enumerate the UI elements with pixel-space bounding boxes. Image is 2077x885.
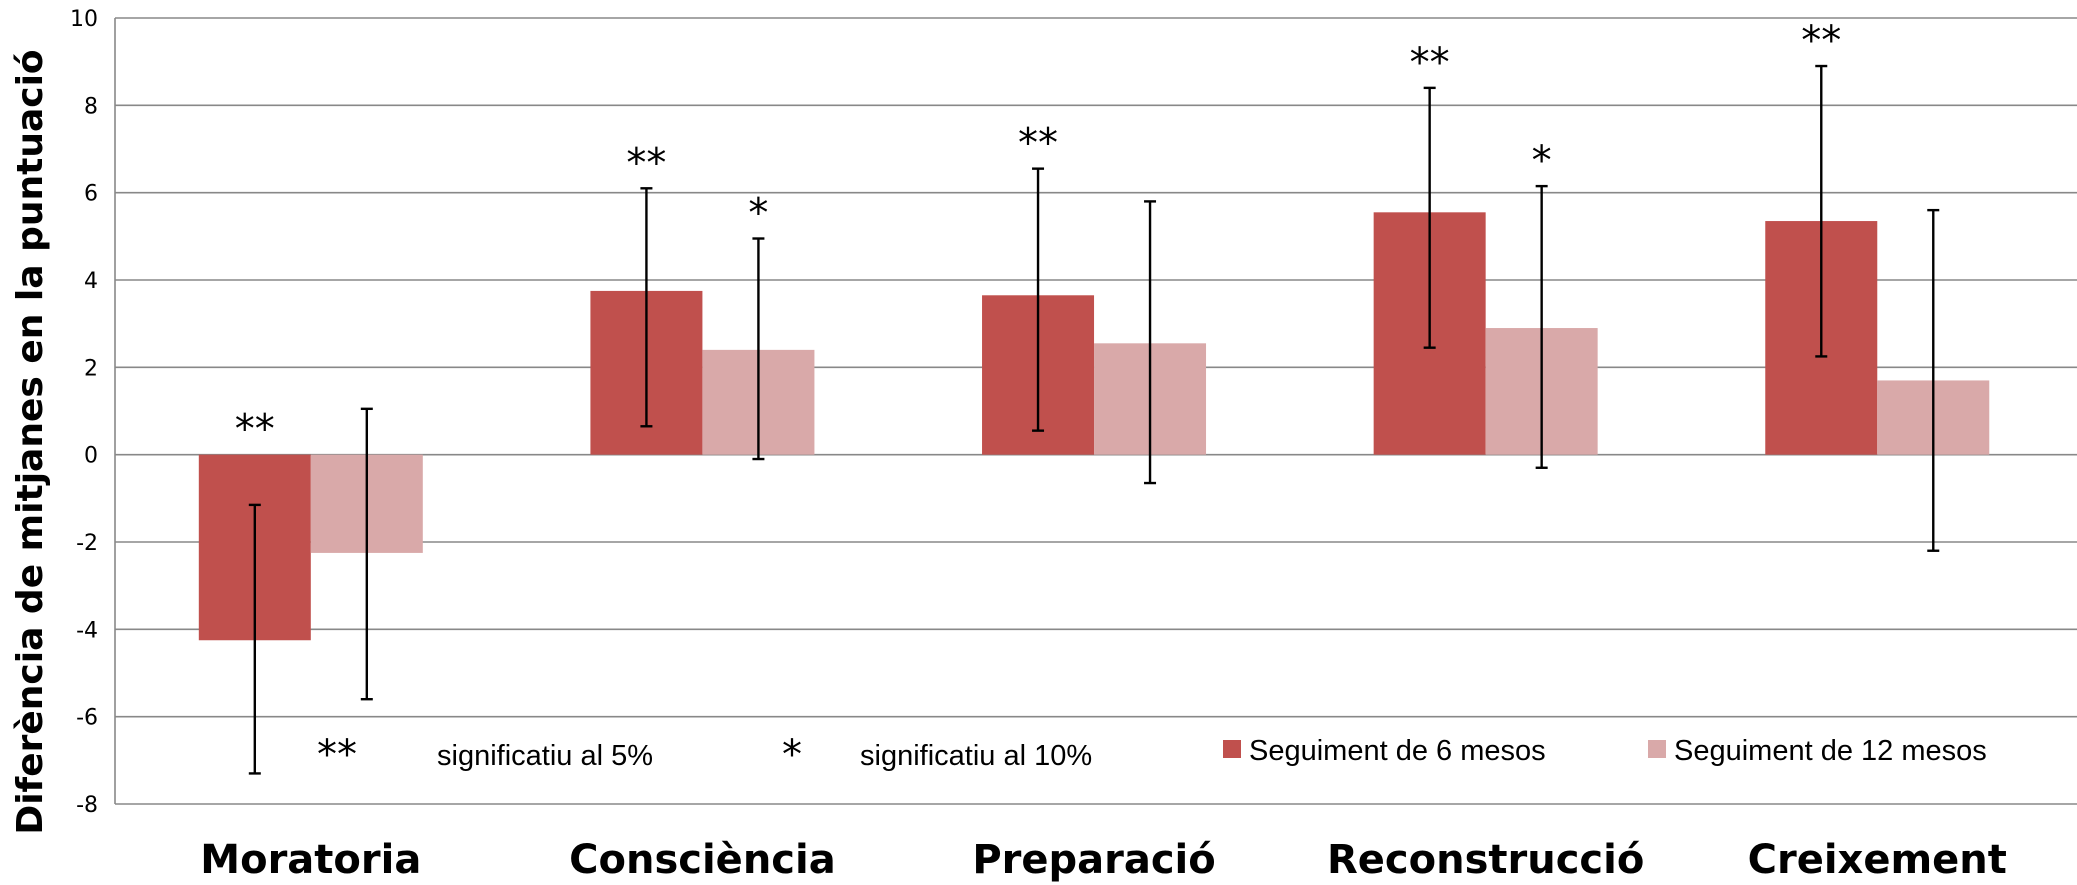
legend-swatch [1223,740,1241,758]
y-axis-ticks: -8 -6 -4 -2 0 2 4 6 8 10 [70,7,98,818]
significance-symbol: * [782,732,802,778]
y-tick-label: -2 [76,531,98,556]
category-label: Moratoria [200,837,421,883]
legend-swatch [1648,740,1666,758]
y-tick-label: 2 [84,356,98,381]
category-label: Creixement [1748,837,2007,883]
y-tick-label: -6 [76,706,98,731]
significance-legend: ** significatiu al 5% * significatiu al 10% [317,732,1092,778]
significance-marker: ** [1801,18,1841,64]
significance-marker: * [1532,138,1552,184]
category-label: Consciència [569,837,836,883]
y-axis-label: Diferència de mitjanes en la puntuació [10,49,51,834]
category-label: Preparació [972,837,1215,883]
bars [198,212,1990,641]
series-legend: Seguiment de 6 mesos Seguiment de 12 meso… [1223,735,1987,767]
significance-marker: ** [235,407,275,453]
significance-marker: ** [1410,40,1450,86]
significance-markers: ************ [235,18,1841,453]
significance-label: significatiu al 5% [437,740,653,772]
y-tick-label: -4 [76,618,98,643]
y-tick-label: 10 [70,7,98,32]
y-tick-label: 8 [84,94,98,119]
legend-label: Seguiment de 12 mesos [1674,735,1987,767]
significance-marker: * [748,191,768,237]
y-tick-label: -8 [76,793,98,818]
legend-label: Seguiment de 6 mesos [1249,735,1546,767]
category-label: Reconstrucció [1327,837,1644,883]
x-axis-categories: Moratoria Consciència Preparació Reconstruc… [200,837,2007,883]
significance-symbol: ** [317,732,357,778]
significance-marker: ** [626,140,666,186]
error-bars [248,64,1940,775]
y-tick-label: 6 [84,182,98,207]
significance-label: significatiu al 10% [860,740,1092,772]
y-tick-label: 4 [84,269,98,294]
y-tick-label: 0 [84,444,98,469]
significance-marker: ** [1018,121,1058,167]
